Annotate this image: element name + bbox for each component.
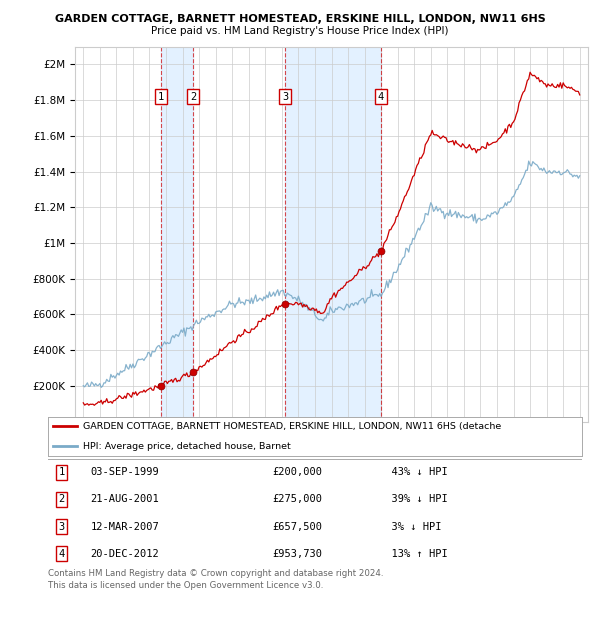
Text: 2: 2 [58, 495, 64, 505]
Text: HPI: Average price, detached house, Barnet: HPI: Average price, detached house, Barn… [83, 441, 290, 451]
Text: 1: 1 [157, 92, 164, 102]
Text: 43% ↓ HPI: 43% ↓ HPI [379, 467, 448, 477]
Text: 39% ↓ HPI: 39% ↓ HPI [379, 495, 448, 505]
Text: £657,500: £657,500 [272, 521, 322, 531]
Text: £275,000: £275,000 [272, 495, 322, 505]
Text: £953,730: £953,730 [272, 549, 322, 559]
Text: 1: 1 [58, 467, 64, 477]
Text: 20-DEC-2012: 20-DEC-2012 [91, 549, 160, 559]
Text: 03-SEP-1999: 03-SEP-1999 [91, 467, 160, 477]
Text: Price paid vs. HM Land Registry's House Price Index (HPI): Price paid vs. HM Land Registry's House … [151, 26, 449, 36]
Bar [285, 46, 380, 422]
Bar [161, 46, 193, 422]
Text: 4: 4 [377, 92, 384, 102]
Text: 3: 3 [282, 92, 288, 102]
Text: 21-AUG-2001: 21-AUG-2001 [91, 495, 160, 505]
Text: GARDEN COTTAGE, BARNETT HOMESTEAD, ERSKINE HILL, LONDON, NW11 6HS: GARDEN COTTAGE, BARNETT HOMESTEAD, ERSKI… [55, 14, 545, 24]
Text: £200,000: £200,000 [272, 467, 322, 477]
Text: 12-MAR-2007: 12-MAR-2007 [91, 521, 160, 531]
Text: GARDEN COTTAGE, BARNETT HOMESTEAD, ERSKINE HILL, LONDON, NW11 6HS (detache: GARDEN COTTAGE, BARNETT HOMESTEAD, ERSKI… [83, 422, 501, 431]
Text: Contains HM Land Registry data © Crown copyright and database right 2024.: Contains HM Land Registry data © Crown c… [48, 569, 383, 578]
Text: 3% ↓ HPI: 3% ↓ HPI [379, 521, 442, 531]
Text: 13% ↑ HPI: 13% ↑ HPI [379, 549, 448, 559]
Text: 2: 2 [190, 92, 196, 102]
Text: 4: 4 [58, 549, 64, 559]
Text: This data is licensed under the Open Government Licence v3.0.: This data is licensed under the Open Gov… [48, 581, 323, 590]
Text: 3: 3 [58, 521, 64, 531]
